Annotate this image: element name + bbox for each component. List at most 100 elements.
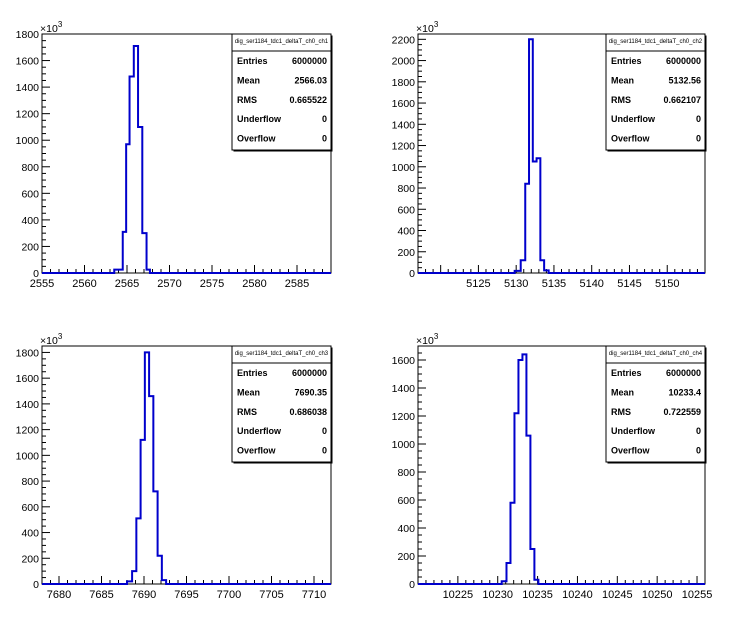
- x-tick-label: 7700: [217, 589, 241, 601]
- y-tick-label: 800: [397, 467, 415, 479]
- stats-value: 0: [322, 114, 327, 124]
- y-tick-label: 1000: [392, 162, 416, 174]
- y-tick-label: 400: [21, 215, 39, 227]
- y-tick-label: 1600: [16, 373, 40, 385]
- stats-title: dig_ser1184_tdc1_deltaT_ch0_ch2: [609, 39, 703, 45]
- histogram-series: [42, 351, 331, 585]
- histogram-panel-3: 7680 7685 7690 7695 7700 7705 7710 0 200 400 600 80…: [16, 332, 333, 601]
- stats-label: Mean: [237, 387, 260, 397]
- stats-value: 10233.4: [668, 387, 701, 397]
- stats-label: Mean: [237, 75, 260, 85]
- stats-value: 2566.03: [294, 75, 327, 85]
- y-tick-label: 600: [21, 188, 39, 200]
- stats-title: dig_ser1184_tdc1_deltaT_ch0_ch3: [235, 351, 329, 357]
- x-tick-label: 5150: [655, 278, 679, 290]
- histogram-series: [418, 38, 705, 274]
- x-tick-label: 2560: [72, 278, 96, 290]
- stats-value: 0.686038: [289, 407, 327, 417]
- y-tick-label: 600: [397, 204, 415, 216]
- y-tick-label: 600: [397, 495, 415, 507]
- x-tick-label: 7680: [47, 589, 71, 601]
- x-tick-label: 10255: [682, 589, 713, 601]
- stats-label: Overflow: [611, 446, 651, 456]
- x-tick-label: 2575: [200, 278, 224, 290]
- x-tick-label: 2570: [157, 278, 181, 290]
- y-tick-label: 2200: [392, 34, 416, 46]
- x-tick-label: 5135: [542, 278, 566, 290]
- histogram-panel-4: 10225 10230 10235 10240 10245 10250 10255 0 200 4…: [392, 332, 713, 601]
- stats-label: RMS: [237, 407, 257, 417]
- y-tick-label: 1800: [392, 77, 416, 89]
- y-tick-label: 0: [33, 268, 39, 280]
- y-tick-label: 1400: [392, 119, 416, 131]
- y-exponent-label: ×103: [416, 332, 439, 347]
- stats-label: RMS: [611, 407, 631, 417]
- stats-value: 0: [322, 426, 327, 436]
- x-tick-label: 5130: [504, 278, 528, 290]
- stats-label: Entries: [237, 368, 268, 378]
- stats-title: dig_ser1184_tdc1_deltaT_ch0_ch1: [235, 39, 329, 45]
- y-tick-label: 800: [21, 162, 39, 174]
- stats-label: RMS: [611, 95, 631, 105]
- x-tick-label: 2585: [285, 278, 309, 290]
- y-tick-label: 0: [409, 579, 415, 591]
- stats-value: 6000000: [666, 368, 701, 378]
- y-tick-label: 0: [33, 579, 39, 591]
- stats-label: Overflow: [237, 134, 277, 144]
- stats-value: 6000000: [292, 56, 327, 66]
- y-tick-label: 1200: [392, 411, 416, 423]
- y-tick-label: 1200: [16, 425, 40, 437]
- stats-value: 0: [696, 426, 701, 436]
- y-tick-label: 200: [21, 241, 39, 253]
- stats-value: 0: [696, 114, 701, 124]
- y-tick-label: 200: [397, 551, 415, 563]
- x-tick-label: 7710: [302, 589, 326, 601]
- y-tick-label: 1400: [16, 399, 40, 411]
- stats-label: Overflow: [611, 134, 651, 144]
- stats-value: 0: [696, 134, 701, 144]
- x-tick-label: 10240: [562, 589, 593, 601]
- y-tick-label: 1800: [16, 347, 40, 359]
- x-tick-label: 10235: [522, 589, 553, 601]
- y-tick-label: 400: [397, 226, 415, 238]
- stats-label: Underflow: [611, 426, 656, 436]
- y-tick-label: 1400: [392, 383, 416, 395]
- y-tick-label: 1200: [392, 141, 416, 153]
- x-tick-label: 10245: [602, 589, 633, 601]
- stats-label: Mean: [611, 387, 634, 397]
- x-tick-label: 7685: [89, 589, 113, 601]
- stats-value: 5132.56: [668, 75, 701, 85]
- y-tick-label: 2000: [392, 56, 416, 68]
- stats-value: 0.665522: [289, 95, 327, 105]
- stats-label: Entries: [611, 56, 642, 66]
- stats-label: Entries: [237, 56, 268, 66]
- stats-label: RMS: [237, 95, 257, 105]
- stats-box: [605, 33, 706, 151]
- y-tick-label: 1000: [16, 450, 40, 462]
- y-tick-label: 0: [409, 268, 415, 280]
- y-tick-label: 1000: [392, 439, 416, 451]
- y-tick-label: 600: [21, 502, 39, 514]
- y-tick-label: 800: [397, 183, 415, 195]
- x-tick-label: 5125: [466, 278, 490, 290]
- y-exponent-label: ×103: [40, 332, 63, 347]
- x-tick-label: 7690: [132, 589, 156, 601]
- x-tick-label: 7695: [174, 589, 198, 601]
- stats-label: Overflow: [237, 446, 277, 456]
- stats-value: 0.662107: [663, 95, 701, 105]
- stats-value: 0: [696, 446, 701, 456]
- stats-title: dig_ser1184_tdc1_deltaT_ch0_ch4: [609, 351, 703, 357]
- x-tick-label: 10250: [642, 589, 673, 601]
- stats-box: [231, 33, 332, 151]
- y-exponent-label: ×103: [416, 20, 439, 35]
- stats-box: [231, 345, 332, 463]
- x-tick-label: 10225: [443, 589, 474, 601]
- histogram-panel-1: 2555 2560 2565 2570 2575 2580 2585 0 200 400 600 80…: [16, 20, 333, 290]
- stats-value: 0: [322, 134, 327, 144]
- y-tick-label: 1600: [392, 355, 416, 367]
- y-exponent-label: ×103: [40, 20, 63, 35]
- y-tick-label: 1400: [16, 82, 40, 94]
- x-tick-label: 2580: [242, 278, 266, 290]
- y-tick-label: 400: [397, 523, 415, 535]
